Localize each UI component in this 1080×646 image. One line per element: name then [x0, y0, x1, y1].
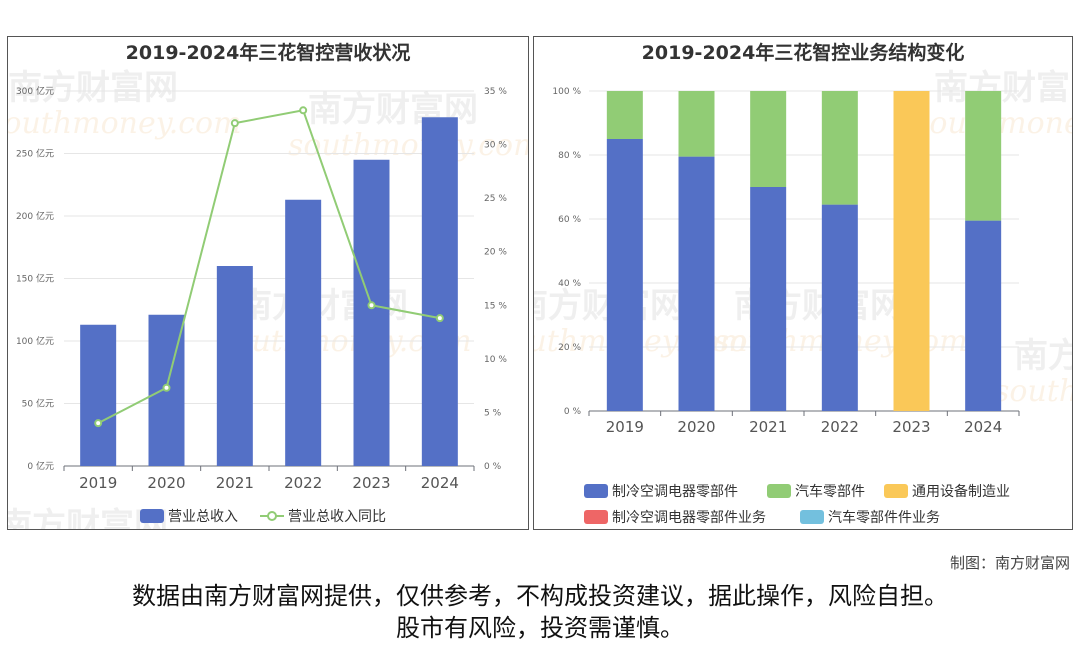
- y-left-tick-label: 0 亿元: [27, 460, 54, 472]
- legend-label: 汽车零部件: [795, 483, 865, 500]
- revenue-bar: [421, 117, 458, 466]
- stacked-bar-segment: [678, 91, 715, 157]
- revenue-bar: [80, 324, 117, 466]
- stacked-bar-segment: [678, 156, 715, 411]
- stacked-bar-segment: [750, 91, 787, 187]
- legend-swatch: [584, 484, 608, 498]
- x-tick-label: 2021: [749, 418, 787, 436]
- y-right-tick-label: 25 %: [484, 194, 507, 204]
- revenue-chart: 南方财富网southmoney.com南方财富网southmoney.com南方…: [8, 41, 528, 529]
- y-left-tick-label: 50 亿元: [22, 398, 54, 410]
- x-tick-label: 2021: [216, 474, 254, 492]
- stacked-bar-segment: [606, 139, 643, 411]
- x-tick-label: 2019: [79, 474, 117, 492]
- y-left-tick-label: 100 亿元: [16, 335, 54, 347]
- legend-label: 通用设备制造业: [912, 483, 1010, 500]
- stacked-bar-segment: [821, 91, 858, 205]
- yoy-growth-line: [97, 109, 441, 425]
- y-tick-label: 80 %: [558, 151, 581, 161]
- credit-text: 制图：南方财富网: [949, 554, 1070, 572]
- x-tick-label: 2022: [284, 474, 322, 492]
- stacked-bar-segment: [965, 91, 1002, 221]
- y-right-tick-label: 35 %: [484, 87, 507, 97]
- revenue-chart-panel: 南方财富网 southmoney.com 南方财富网 southmoney.com 南方…: [7, 36, 529, 530]
- stacked-bar-segment: [750, 187, 787, 411]
- yoy-growth-point: [435, 314, 444, 323]
- chart-title: 2019-2024年三花智控营收状况: [126, 41, 411, 64]
- chart-title: 2019-2024年三花智控业务结构变化: [642, 41, 965, 64]
- watermark-text: 南方财富网: [1014, 336, 1072, 376]
- business-structure-chart: 南方财富网southmoney.com南方财富网southmoney.com南方…: [534, 41, 1072, 526]
- revenue-bar: [216, 266, 253, 466]
- x-tick-label: 2023: [892, 418, 930, 436]
- y-right-tick-label: 5 %: [484, 408, 502, 418]
- x-tick-label: 2024: [964, 418, 1002, 436]
- disclaimer-line-1: 数据由南方财富网提供，仅供参考，不构成投资建议，据此操作，风险自担。: [132, 582, 948, 610]
- legend-label: 汽车零部件件业务: [828, 509, 940, 526]
- yoy-growth-point: [367, 301, 376, 310]
- y-tick-label: 60 %: [558, 215, 581, 225]
- structure-chart-panel: 南方财富网southmoney.com南方财富网southmoney.com南方…: [533, 36, 1073, 530]
- y-left-tick-label: 200 亿元: [16, 210, 54, 222]
- stacked-bar-segment: [893, 91, 930, 411]
- y-left-tick-label: 150 亿元: [16, 273, 54, 285]
- y-right-tick-label: 30 %: [484, 141, 507, 151]
- yoy-growth-point: [230, 119, 239, 128]
- y-left-tick-label: 250 亿元: [16, 148, 54, 160]
- legend-swatch-revenue: [140, 509, 164, 523]
- legend-label: 制冷空调电器零部件业务: [612, 510, 766, 526]
- y-tick-label: 20 %: [558, 343, 581, 353]
- legend-label: 制冷空调电器零部件: [612, 484, 738, 500]
- y-tick-label: 40 %: [558, 279, 581, 289]
- legend-label-revenue: 营业总收入: [168, 509, 238, 525]
- legend-label-yoy: 营业总收入同比: [288, 509, 386, 525]
- yoy-growth-point: [162, 383, 171, 392]
- y-left-tick-label: 300 亿元: [16, 85, 54, 97]
- x-tick-label: 2023: [352, 474, 390, 492]
- yoy-growth-point: [94, 419, 103, 428]
- x-tick-label: 2020: [677, 418, 715, 436]
- watermark-text: 南方财富网: [8, 68, 178, 108]
- stacked-bar-segment: [821, 204, 858, 411]
- y-right-tick-label: 20 %: [484, 248, 507, 258]
- revenue-bar: [353, 159, 390, 466]
- watermark-text: southmoney.com: [288, 128, 528, 163]
- stacked-bar-segment: [965, 220, 1002, 411]
- y-tick-label: 0 %: [564, 407, 582, 417]
- disclaimer-line-2: 股市有风险，投资需谨慎。: [396, 614, 684, 642]
- watermark-text: 南方财富网: [8, 506, 168, 529]
- x-tick-label: 2024: [421, 474, 459, 492]
- legend-swatch: [584, 510, 608, 524]
- y-right-tick-label: 0 %: [484, 462, 502, 472]
- yoy-growth-point: [299, 106, 308, 115]
- legend-swatch-yoy-marker: [267, 511, 277, 521]
- y-tick-label: 100 %: [552, 87, 581, 97]
- x-tick-label: 2022: [821, 418, 859, 436]
- legend-swatch: [800, 510, 824, 524]
- watermark-text: 南方财富网: [934, 68, 1072, 108]
- revenue-bar: [285, 199, 322, 466]
- x-tick-label: 2020: [147, 474, 185, 492]
- y-right-tick-label: 10 %: [484, 355, 507, 365]
- legend-swatch: [884, 484, 908, 498]
- legend-swatch: [767, 484, 791, 498]
- x-tick-label: 2019: [606, 418, 644, 436]
- watermark-text: southmoney.com: [994, 374, 1072, 409]
- watermark-text: southmoney.com: [8, 106, 242, 141]
- y-right-tick-label: 15 %: [484, 301, 507, 311]
- stacked-bar-segment: [606, 91, 643, 139]
